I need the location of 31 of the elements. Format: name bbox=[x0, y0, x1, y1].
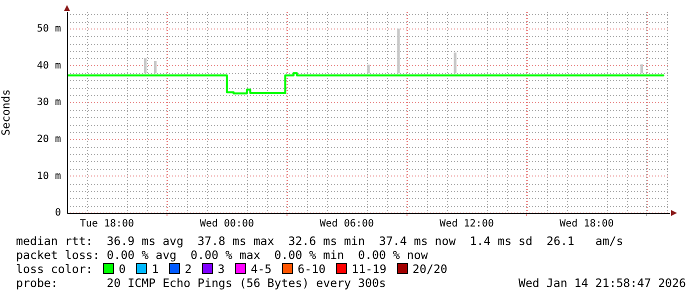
text: probe: 20 ICMP Echo Pings (56 Bytes) every 300s bbox=[16, 276, 386, 290]
bar bbox=[154, 61, 157, 74]
y-tick-label: 40 m bbox=[36, 60, 61, 72]
text: 4-5 bbox=[250, 262, 272, 276]
bar bbox=[397, 28, 400, 74]
x-tick-label: Wed 12:00 bbox=[440, 218, 494, 230]
text: 20/20 bbox=[412, 262, 448, 276]
text: 2 bbox=[184, 262, 192, 276]
bar bbox=[454, 52, 456, 74]
x-tick-label: Wed 18:00 bbox=[560, 218, 614, 230]
bar bbox=[640, 64, 644, 74]
text: 6-10 bbox=[298, 262, 326, 276]
text: Wed Jan 14 21:58:47 2026 bbox=[518, 276, 686, 290]
text: median rtt: 36.9 ms avg 37.8 ms max 32.6 ms min 37.4 ms now 1.4 ms sd 26.1 am/s bbox=[16, 234, 624, 248]
y-axis-title: Seconds bbox=[0, 89, 12, 136]
y-tick-label: 0 bbox=[54, 208, 61, 219]
x-tick-label: Tue 18:00 bbox=[80, 218, 134, 230]
text: loss color: bbox=[16, 262, 93, 276]
x-tick-label: Wed 00:00 bbox=[200, 218, 254, 230]
text: 11-19 bbox=[352, 262, 386, 276]
y-tick-label: 30 m bbox=[36, 97, 61, 108]
text: packet loss: 0.00 % avg 0.00 % max 0.00 % min 0.00 % now bbox=[16, 248, 428, 262]
y-tick-label: 50 m bbox=[36, 24, 61, 35]
y-tick-label: 20 m bbox=[36, 134, 61, 145]
bar bbox=[367, 64, 370, 74]
text: 0 bbox=[118, 262, 126, 276]
text: 1 bbox=[152, 262, 159, 276]
text: 3 bbox=[218, 262, 225, 276]
x-tick-label: Wed 06:00 bbox=[320, 218, 374, 230]
bar bbox=[144, 58, 147, 74]
y-tick-label: 10 m bbox=[36, 170, 61, 182]
